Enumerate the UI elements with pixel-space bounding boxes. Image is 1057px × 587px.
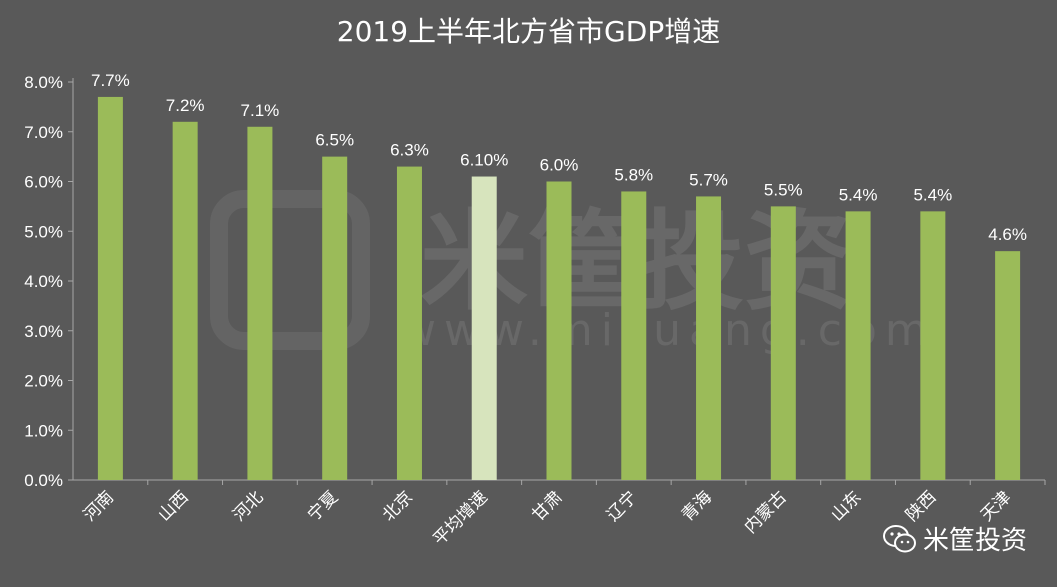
y-tick-label: 5.0%: [24, 222, 63, 241]
bar: [995, 251, 1021, 480]
bar: [396, 166, 422, 480]
data-label: 7.7%: [91, 71, 130, 90]
data-label: 6.10%: [460, 151, 508, 170]
bar: [97, 96, 123, 481]
data-label: 6.3%: [390, 141, 429, 160]
bar: [247, 126, 273, 481]
data-label: 4.6%: [988, 225, 1027, 244]
y-tick-label: 6.0%: [24, 173, 63, 192]
data-label: 5.8%: [614, 165, 653, 184]
data-label: 5.7%: [689, 170, 728, 189]
data-label: 6.5%: [315, 131, 354, 150]
wechat-icon: [882, 524, 916, 552]
category-label: 山西: [155, 487, 193, 525]
y-tick-label: 0.0%: [24, 471, 63, 490]
y-tick-label: 3.0%: [24, 322, 63, 341]
bar: [845, 211, 871, 480]
y-tick-label: 7.0%: [24, 123, 63, 142]
bar: [770, 206, 796, 480]
bar: [172, 121, 198, 481]
data-label: 6.0%: [540, 156, 579, 175]
data-label: 5.4%: [913, 185, 952, 204]
category-label: 平均增速: [430, 487, 492, 549]
category-label: 北京: [379, 487, 417, 525]
category-label: 青海: [678, 487, 716, 525]
data-label: 7.2%: [166, 96, 205, 115]
data-label: 5.5%: [764, 180, 803, 199]
bar-average: [471, 176, 497, 480]
bar: [546, 181, 572, 480]
bar: [621, 191, 647, 480]
y-tick-label: 1.0%: [24, 421, 63, 440]
category-label: 内蒙古: [741, 487, 791, 537]
bar: [322, 156, 348, 480]
y-tick-label: 8.0%: [24, 73, 63, 92]
category-label: 甘肃: [528, 487, 566, 525]
category-label: 山东: [827, 487, 865, 525]
category-label: 辽宁: [603, 487, 641, 525]
data-label: 7.1%: [241, 101, 280, 120]
y-tick-label: 4.0%: [24, 272, 63, 291]
y-tick-label: 2.0%: [24, 372, 63, 391]
bar: [696, 196, 722, 481]
category-label: 河南: [80, 487, 118, 525]
brand-badge: 米筐投资: [882, 520, 1027, 557]
category-label: 河北: [229, 487, 267, 525]
data-label: 5.4%: [839, 185, 878, 204]
brand-name: 米筐投资: [922, 526, 1027, 556]
bar: [920, 211, 946, 480]
category-label: 宁夏: [304, 487, 342, 525]
chart-title: 2019上半年北方省市GDP增速: [336, 15, 721, 48]
